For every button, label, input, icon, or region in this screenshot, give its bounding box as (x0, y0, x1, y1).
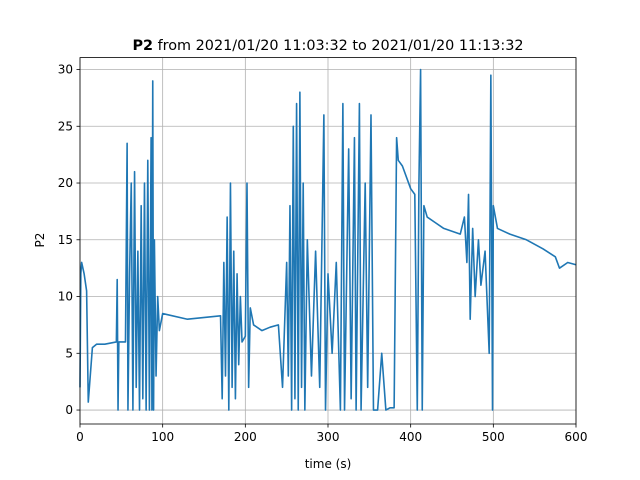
y-tick-label: 0 (65, 403, 73, 417)
chart-title: P2 from 2021/01/20 11:03:32 to 2021/01/2… (132, 38, 523, 54)
x-tick-label: 300 (317, 430, 340, 444)
x-tick-label: 0 (76, 430, 84, 444)
y-tick-label: 20 (58, 176, 73, 190)
x-axis-label: time (s) (305, 457, 352, 471)
x-tick-label: 200 (234, 430, 257, 444)
y-tick-label: 30 (58, 63, 73, 77)
x-tick-label: 600 (565, 430, 588, 444)
title-bold: P2 (132, 38, 153, 54)
x-tick-label: 500 (482, 430, 505, 444)
y-axis-label: P2 (33, 233, 47, 248)
data-line (79, 68, 577, 411)
x-tick-label: 400 (399, 430, 422, 444)
y-tick-label: 10 (58, 290, 73, 304)
title-text: from 2021/01/20 11:03:32 to 2021/01/20 1… (158, 38, 524, 54)
y-tick-label: 25 (58, 119, 73, 133)
y-tick-label: 15 (58, 233, 73, 247)
x-tick-label: 100 (151, 430, 174, 444)
y-tick-label: 5 (65, 346, 73, 360)
plot-frame (79, 57, 577, 425)
